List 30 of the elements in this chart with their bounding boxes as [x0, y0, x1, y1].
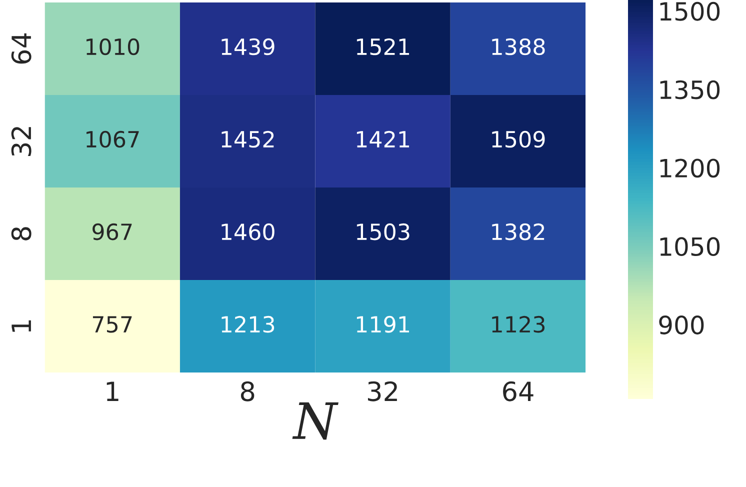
color-bar-label: 1050 [660, 237, 720, 256]
data-label: 1521 [356, 38, 410, 56]
x-axis-title: N [292, 402, 338, 440]
data-label: 1439 [222, 38, 274, 56]
y-tick-label: 1 [12, 320, 31, 332]
color-bar-label: 900 [659, 316, 704, 334]
x-tick-label: 8 [240, 381, 254, 402]
data-label: 1067 [86, 130, 139, 148]
data-label: 1382 [492, 223, 544, 240]
data-label: 1010 [86, 38, 140, 56]
x-tick-label: 64 [503, 381, 534, 402]
data-label: 1123 [492, 316, 544, 333]
x-tick-label: 1 [106, 382, 118, 401]
color-bar-label: 1350 [660, 80, 720, 100]
y-tick-label: 32 [11, 127, 32, 156]
data-label: 1421 [356, 130, 410, 148]
data-label: 1213 [222, 316, 274, 333]
color-bar-label: 1200 [660, 158, 720, 178]
x-tick-label: 32 [368, 381, 397, 402]
data-label: 1509 [492, 130, 545, 148]
y-tick-label: 64 [11, 33, 32, 64]
data-label: 1460 [222, 223, 274, 240]
data-label: 1452 [222, 130, 274, 148]
data-label: 1388 [492, 38, 545, 56]
y-tick-label: 8 [11, 227, 32, 240]
color-bar-label: 1500 [660, 2, 720, 21]
data-label: 1503 [356, 223, 410, 240]
data-label: 757 [92, 316, 132, 333]
data-label: 967 [92, 223, 132, 240]
data-label: 1191 [356, 316, 410, 333]
